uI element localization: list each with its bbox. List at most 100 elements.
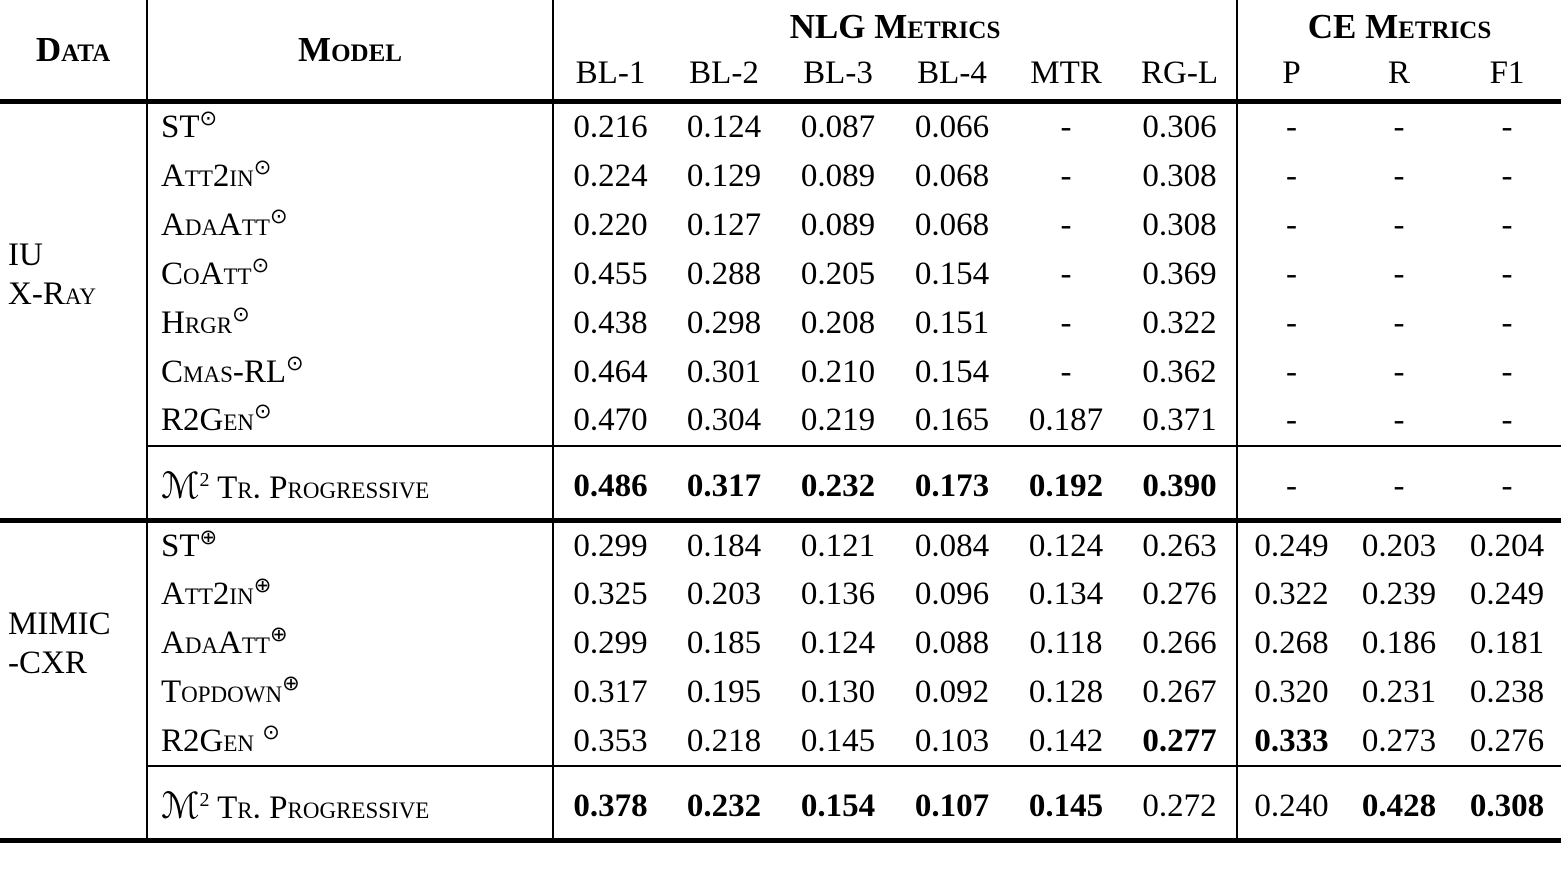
dataset-line: -CXR bbox=[8, 645, 87, 682]
horizontal-rule bbox=[0, 838, 1561, 843]
metric-cell: - bbox=[1393, 109, 1405, 146]
metric-cell: 0.325 bbox=[552, 570, 667, 619]
model-name-cell: CoAtt⊙ bbox=[146, 249, 553, 299]
metric-cell: 0.185 bbox=[686, 625, 762, 661]
col-header-metric: BL-2 bbox=[689, 55, 759, 91]
col-header-metric: BL-1 bbox=[552, 53, 667, 100]
metric-cell: - bbox=[1501, 353, 1513, 390]
col-header-metric: MTR bbox=[1030, 55, 1102, 91]
dataset-label-empty bbox=[0, 455, 147, 519]
table-row: R2Gen ⊙ 0.353 0.218 0.145 0.103 0.142 0.277 0.3… bbox=[0, 717, 1561, 766]
model-footnote-symbol: ⊙ bbox=[262, 719, 280, 744]
metric-cell: 0.068 bbox=[914, 157, 990, 194]
metric-cell: 0.205 bbox=[800, 255, 876, 292]
exponent: 2 bbox=[199, 468, 210, 491]
metric-cell: 0.145 bbox=[800, 722, 876, 759]
metric-cell: 0.371 bbox=[1142, 402, 1217, 438]
metric-cell: 0.192 bbox=[1028, 467, 1104, 504]
metric-cell: 0.232 bbox=[686, 788, 762, 824]
metric-cell: 0.088 bbox=[914, 625, 990, 661]
metric-cell: 0.320 bbox=[1236, 668, 1346, 717]
metric-cell: 0.136 bbox=[800, 576, 876, 612]
metric-cell: 0.301 bbox=[686, 353, 762, 390]
metric-cell: - bbox=[1236, 298, 1346, 348]
metric-cell: 0.107 bbox=[914, 788, 990, 824]
table-row: AdaAtt⊕ 0.299 0.185 0.124 0.088 0.118 0.266 0.2… bbox=[0, 619, 1561, 668]
paper-results-table-figure: Data Model NLG Metrics CE Metrics BL-1 BL… bbox=[0, 0, 1561, 843]
model-footnote-symbol: ⊙ bbox=[199, 106, 218, 131]
metric-cell: 0.087 bbox=[800, 109, 876, 146]
model-name-cell: R2Gen ⊙ bbox=[146, 717, 553, 766]
model-footnote-symbol: ⊙ bbox=[232, 301, 250, 326]
metric-cell: 0.204 bbox=[1469, 527, 1545, 564]
metric-cell: 0.128 bbox=[1028, 674, 1104, 710]
results-table: Data Model NLG Metrics CE Metrics BL-1 BL… bbox=[0, 0, 1561, 843]
metric-cell: 0.267 bbox=[1142, 674, 1217, 710]
metric-cell: 0.121 bbox=[800, 527, 876, 564]
table-header: Data Model NLG Metrics CE Metrics BL-1 BL… bbox=[0, 0, 1561, 100]
col-group-nlg-metrics: NLG Metrics bbox=[551, 0, 1238, 53]
dataset-line: X-Ray bbox=[8, 275, 96, 312]
metric-cell: 0.203 bbox=[686, 576, 762, 612]
model-name-cell: R2Gen⊙ bbox=[146, 396, 553, 446]
metric-cell: 0.304 bbox=[686, 402, 762, 438]
metric-cell: 0.130 bbox=[800, 674, 876, 710]
model-name-cell: Hrgr⊙ bbox=[146, 298, 553, 348]
table-row: CoAtt⊙ 0.455 0.288 0.205 0.154-0.369- - - bbox=[0, 249, 1561, 299]
col-header-metric: BL-4 bbox=[917, 55, 987, 91]
dataset-label-empty bbox=[0, 775, 147, 839]
model-name-cell: Cmas-RL⊙ bbox=[146, 347, 553, 397]
metric-cell: 0.195 bbox=[686, 674, 762, 710]
metric-cell: - bbox=[1501, 255, 1513, 292]
metric-cell: 0.096 bbox=[914, 576, 990, 612]
dataset-label: IU X-Ray bbox=[0, 103, 147, 446]
metric-cell: 0.369 bbox=[1142, 255, 1217, 292]
metric-cell: 0.124 bbox=[800, 625, 876, 661]
model-name-cell: Att2in⊙ bbox=[146, 151, 553, 201]
metric-cell: - bbox=[1060, 157, 1072, 194]
metric-cell: 0.181 bbox=[1469, 625, 1545, 661]
partial-rule bbox=[146, 444, 553, 455]
metric-cell: 0.288 bbox=[686, 255, 762, 292]
partial-rule bbox=[1236, 765, 1561, 775]
metric-cell: 0.068 bbox=[914, 206, 990, 243]
model-name: Hrgr bbox=[161, 304, 233, 341]
model-footnote-symbol: ⊙ bbox=[254, 399, 272, 423]
metric-cell: 0.240 bbox=[1236, 775, 1346, 839]
metric-cell: 0.272 bbox=[1142, 788, 1217, 824]
section-rule bbox=[0, 517, 1561, 523]
col-header-metric: BL-3 bbox=[803, 55, 873, 91]
metric-cell: 0.089 bbox=[800, 157, 876, 194]
col-header-metric: R bbox=[1388, 55, 1411, 91]
header-row-groups: Data Model NLG Metrics CE Metrics bbox=[0, 0, 1561, 100]
metric-cell: - bbox=[1060, 304, 1072, 341]
col-header-metric: F1 bbox=[1489, 55, 1525, 91]
model-footnote-symbol: ⊕ bbox=[282, 671, 300, 695]
model-footnote-symbol: ⊙ bbox=[286, 350, 304, 375]
metric-cell: 0.231 bbox=[1361, 674, 1437, 710]
metric-cell: - bbox=[1060, 109, 1072, 146]
metric-cell: - bbox=[1393, 304, 1405, 341]
metric-cell: 0.154 bbox=[914, 255, 990, 292]
model-name-cell: ℳ2 Tr. Progressive bbox=[146, 454, 553, 519]
table-row: Topdown⊕ 0.317 0.195 0.130 0.092 0.128 0.267 0.… bbox=[0, 668, 1561, 717]
metric-cell: 0.299 bbox=[552, 521, 667, 570]
metric-cell: 0.203 bbox=[1361, 527, 1437, 564]
metric-cell: 0.276 bbox=[1469, 722, 1545, 759]
model-name: Att2in bbox=[161, 157, 254, 194]
metric-cell: 0.464 bbox=[552, 347, 667, 397]
rule-gap bbox=[0, 446, 147, 455]
partial-rule-row bbox=[0, 444, 1561, 455]
model-footnote-symbol: ⊙ bbox=[253, 154, 272, 179]
metric-cell: 0.308 bbox=[1142, 157, 1217, 194]
header-rule bbox=[0, 99, 1561, 104]
metric-cell: 0.210 bbox=[800, 353, 876, 390]
model-name: ST bbox=[161, 527, 200, 564]
metric-cell: 0.308 bbox=[1142, 206, 1217, 243]
rule-gap bbox=[0, 766, 147, 775]
metric-cell: 0.266 bbox=[1142, 625, 1217, 661]
metric-cell: - bbox=[1501, 402, 1513, 438]
metric-cell: 0.268 bbox=[1236, 619, 1346, 668]
metric-cell: - bbox=[1501, 157, 1513, 194]
model-name-cell: AdaAtt⊕ bbox=[146, 619, 553, 668]
